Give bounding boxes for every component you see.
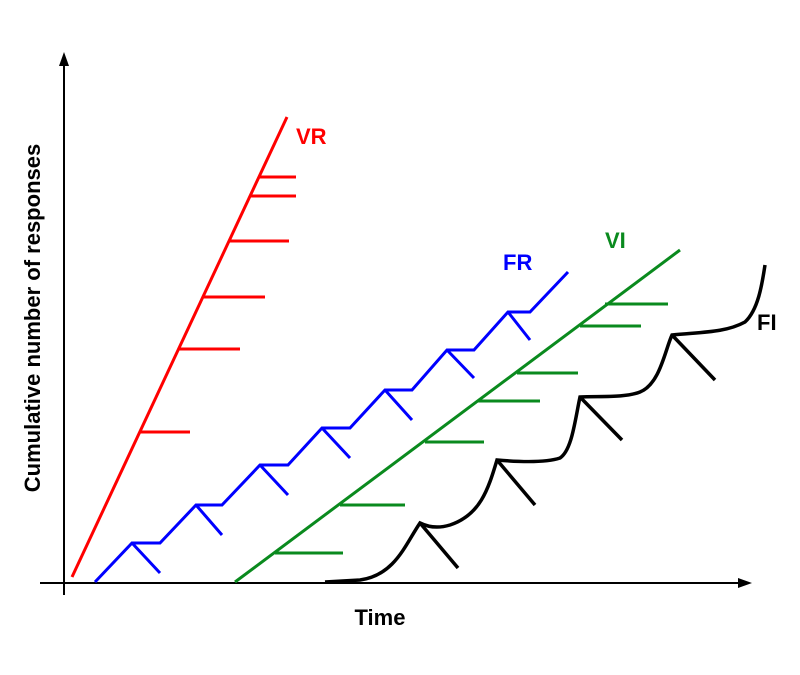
- vi-label: VI: [605, 228, 626, 253]
- vi-curve: [234, 248, 681, 584]
- y-arrow: [59, 52, 69, 66]
- y-axis-label: Cumulative number of responses: [20, 144, 45, 492]
- vr-curve: [70, 116, 296, 578]
- axes: [40, 62, 742, 595]
- fr-label: FR: [503, 250, 532, 275]
- vr-label: VR: [296, 124, 327, 149]
- fi-curve: [324, 264, 767, 584]
- x-axis-label: Time: [355, 605, 406, 630]
- fi-label: FI: [757, 310, 777, 335]
- x-arrow: [738, 578, 752, 588]
- fr-curve: [93, 270, 570, 584]
